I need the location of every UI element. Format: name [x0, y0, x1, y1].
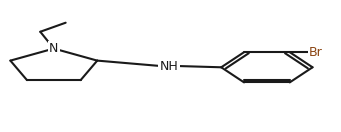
Text: N: N — [49, 42, 59, 55]
Text: Br: Br — [309, 46, 323, 59]
Text: NH: NH — [160, 60, 178, 72]
